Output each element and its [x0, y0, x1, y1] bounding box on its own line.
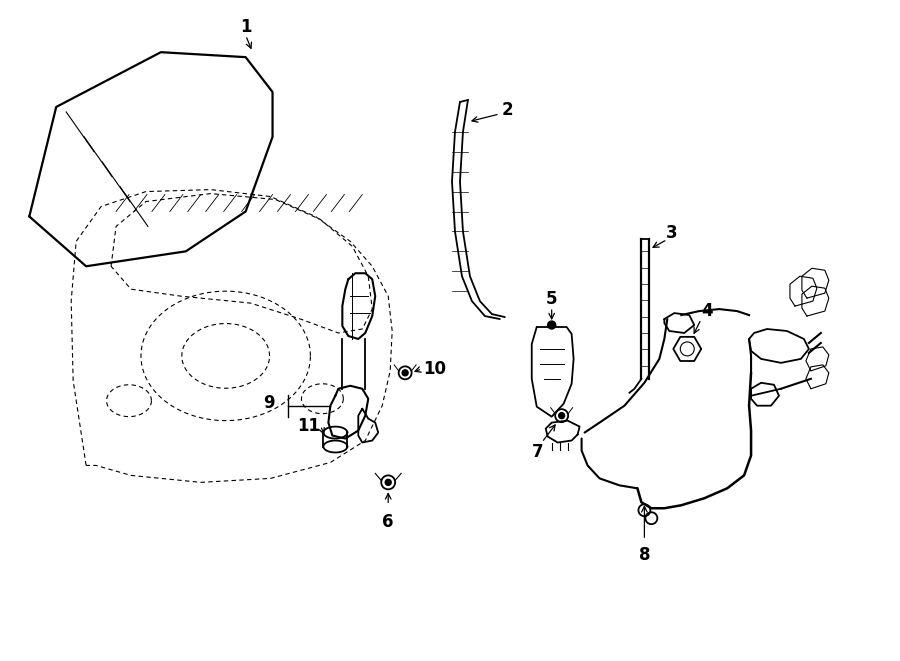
Text: 1: 1 [240, 19, 251, 36]
Text: 8: 8 [639, 546, 650, 564]
Circle shape [402, 370, 408, 376]
Text: 10: 10 [424, 360, 446, 378]
Text: 7: 7 [532, 444, 544, 461]
Text: 9: 9 [263, 394, 274, 412]
Circle shape [385, 479, 392, 485]
Text: 2: 2 [502, 101, 514, 119]
Text: 4: 4 [701, 302, 713, 320]
Text: 11: 11 [297, 416, 320, 434]
Circle shape [559, 412, 564, 418]
Text: 6: 6 [382, 513, 394, 531]
Text: 3: 3 [665, 225, 677, 243]
Circle shape [548, 321, 555, 329]
Text: 5: 5 [546, 290, 557, 308]
